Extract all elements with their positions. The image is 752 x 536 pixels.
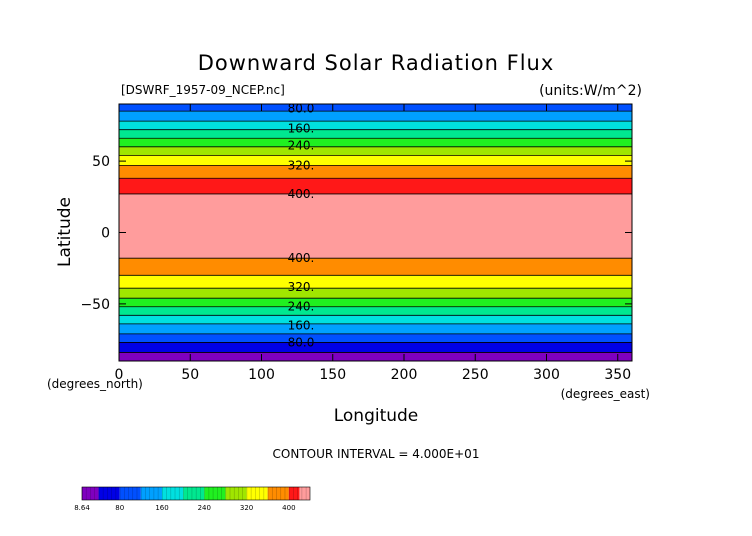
- x-tick-label-5: 250: [462, 367, 489, 383]
- band-14: [119, 146, 632, 156]
- y-tick-label-0: −50: [80, 297, 110, 313]
- colorbar-segment-1: [98, 487, 120, 500]
- colorbar-segment-10: [288, 487, 300, 500]
- y-axis-title: Latitude: [55, 197, 75, 267]
- colorbar-segment-2: [119, 487, 141, 500]
- colorbar-segment-9: [267, 487, 289, 500]
- colorbar-segment-6: [204, 487, 226, 500]
- y-tick-label-1: 0: [101, 226, 110, 242]
- band-6: [119, 298, 632, 307]
- colorbar-tick-label-3: 240: [198, 504, 211, 512]
- contour-interval-footer: CONTOUR INTERVAL = 4.000E+01: [273, 447, 480, 461]
- contour-label-3: 320.: [288, 158, 315, 172]
- band-11: [119, 178, 632, 194]
- band-8: [119, 275, 632, 289]
- file-subtitle: [DSWRF_1957-09_NCEP.nc]: [121, 83, 285, 97]
- colorbar-segment-0: [82, 487, 99, 500]
- contour-label-0: 80.0: [288, 101, 315, 115]
- band-19: [119, 104, 632, 112]
- band-15: [119, 138, 632, 147]
- contour-label-7: 240.: [288, 300, 315, 314]
- band-18: [119, 111, 632, 122]
- colorbar-segment-8: [246, 487, 268, 500]
- colorbar-segment-3: [140, 487, 163, 500]
- contour-label-4: 400.: [288, 187, 315, 201]
- contour-lines: [119, 110, 632, 353]
- x-tick-label-4: 200: [391, 367, 418, 383]
- colorbar-tick-label-1: 80: [115, 504, 124, 512]
- y-tick-label-2: 50: [92, 154, 110, 170]
- colorbar-segment-5: [183, 487, 205, 500]
- band-12: [119, 165, 632, 179]
- colorbar-frame: [81, 486, 311, 501]
- contour-label-9: 80.0: [288, 335, 315, 349]
- contour-label-5: 400.: [288, 251, 315, 265]
- x-tick-label-7: 350: [604, 367, 631, 383]
- y-axis-ticks: −50 0 50: [80, 154, 632, 313]
- colorbar-tick-labels: 8.64 80 160 240 320 400: [74, 504, 295, 512]
- colorbar-tick-label-5: 400: [282, 504, 295, 512]
- x-axis-ticks: 0 50 100 150 200 250 300 350: [115, 104, 631, 383]
- band-center: [119, 193, 632, 259]
- band-3: [119, 323, 632, 334]
- band-4: [119, 315, 632, 324]
- band-9: [119, 258, 632, 276]
- colorbar-segment-4: [162, 487, 184, 500]
- x-tick-label-2: 100: [248, 367, 275, 383]
- band-5: [119, 306, 632, 316]
- units-subtitle: (units:W/m^2): [539, 83, 642, 99]
- band-13: [119, 155, 632, 166]
- band-17: [119, 121, 632, 130]
- contour-label-6: 320.: [288, 280, 315, 294]
- band-7: [119, 288, 632, 299]
- x-tick-label-6: 300: [533, 367, 560, 383]
- band-0: [119, 352, 632, 361]
- x-axis-title: Longitude: [334, 406, 419, 426]
- colorbar-segment-7: [225, 487, 247, 500]
- x-tick-label-1: 50: [181, 367, 199, 383]
- colorbar-tick-label-2: 160: [155, 504, 168, 512]
- band-16: [119, 129, 632, 139]
- band-2: [119, 333, 632, 343]
- contour-label-8: 160.: [288, 318, 315, 332]
- y-unit-label: (degrees_north): [47, 377, 143, 391]
- contour-label-1: 160.: [288, 121, 315, 135]
- x-tick-label-3: 150: [319, 367, 346, 383]
- colorbar: [81, 486, 311, 501]
- colorbar-segment-11: [299, 487, 310, 500]
- shaded-bands: [119, 104, 632, 361]
- colorbar-tick-label-4: 320: [240, 504, 253, 512]
- band-1: [119, 342, 632, 353]
- chart-title: Downward Solar Radiation Flux: [198, 51, 555, 75]
- contour-labels: 80.0 160. 240. 320. 400. 400. 320. 240. 160. 80.0: [288, 101, 315, 349]
- contour-label-2: 240.: [288, 138, 315, 152]
- x-tick-label-0: 0: [115, 367, 124, 383]
- x-unit-label: (degrees_east): [561, 387, 650, 401]
- colorbar-tick-label-0: 8.64: [74, 504, 90, 512]
